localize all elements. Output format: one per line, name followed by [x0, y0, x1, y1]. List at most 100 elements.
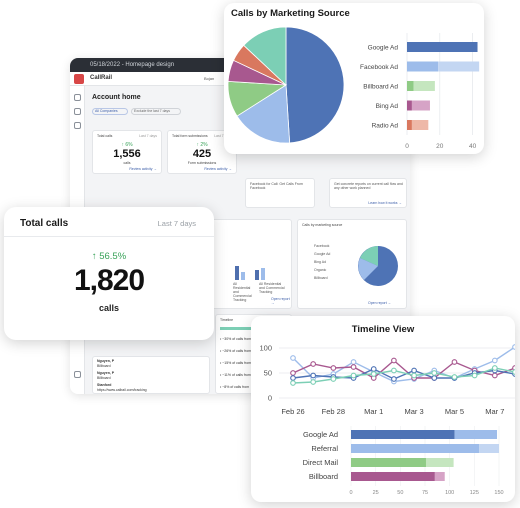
mini-card-period: Last 7 days: [214, 134, 232, 138]
category-label: Billboard Ad: [363, 84, 398, 91]
value-unit: calls: [98, 303, 120, 313]
bar-segment: [351, 458, 426, 467]
number-bar: [255, 270, 259, 280]
x-tick-label: Mar 3: [405, 407, 424, 416]
bar-segment: [434, 472, 445, 481]
bar-segment: [407, 42, 478, 52]
mini-source-panel: Calls by marketing source Facebook Googl…: [297, 219, 407, 309]
x-tick-label: Mar 1: [364, 407, 383, 416]
help-icon[interactable]: [74, 371, 81, 378]
number-label: All Residential and Commercial Tracking: [233, 282, 252, 302]
data-point: [391, 357, 397, 364]
y-tick-label: 0: [268, 394, 272, 403]
pie-slice: [236, 84, 291, 144]
data-point: [330, 365, 337, 371]
mini-total-calls-card: Total calls Last 7 days ↑ 6% 1,556 calls…: [92, 130, 162, 174]
data-point: [431, 370, 438, 376]
calls-icon[interactable]: [74, 108, 81, 115]
category-label: Billboard: [309, 472, 338, 481]
data-point: [310, 372, 317, 379]
data-point: [451, 359, 458, 365]
learn-card: Get concrete reports on current call flo…: [329, 178, 407, 208]
open-report-link[interactable]: Open report →: [271, 297, 290, 305]
data-point: [370, 371, 377, 377]
review-activity-link[interactable]: Review activity →: [129, 167, 157, 171]
chart-title: Timeline View: [351, 324, 415, 335]
logo-icon: [74, 74, 84, 84]
mini-pie-slice: [358, 258, 378, 280]
data-point: [471, 372, 478, 379]
bar-segment: [411, 120, 429, 130]
date-filter[interactable]: Exclude the last 7 days: [131, 108, 181, 115]
bar-segment: [351, 430, 455, 439]
mini-card-period: Last 7 days: [139, 134, 157, 138]
data-point: [451, 374, 458, 380]
info-text: Get concrete reports on current call flo…: [334, 182, 403, 190]
entry-name[interactable]: Nguyen, P: [97, 371, 115, 375]
legend-item: Bing Ad: [314, 260, 327, 264]
change-percent: ↑ 56.5%: [91, 251, 127, 262]
bar-segment: [407, 61, 439, 72]
company-filter[interactable]: All Companies: [92, 108, 128, 115]
panel-title: Timeline: [220, 318, 234, 322]
bar-segment: [411, 100, 430, 111]
bar-segment: [438, 61, 480, 72]
mini-card-value: 1,556: [113, 148, 141, 160]
legend-item: Organic: [314, 268, 327, 272]
data-point: [391, 367, 397, 374]
number-bar: [235, 266, 239, 280]
bar-segment: [413, 81, 435, 91]
divider: [4, 236, 214, 237]
series-line: [292, 367, 515, 384]
data-point: [512, 344, 515, 350]
data-point: [491, 372, 498, 379]
user-menu[interactable]: Bojan: [204, 76, 215, 81]
pie-slice: [243, 26, 287, 86]
review-activity-link[interactable]: Review activity →: [204, 167, 232, 171]
bar-segment: [407, 100, 412, 111]
bar-segment: [454, 430, 498, 439]
mini-pie-slice: [360, 246, 378, 266]
mini-card-value: 425: [192, 148, 212, 160]
data-point: [330, 376, 337, 382]
x-tick-label: Mar 5: [445, 407, 464, 416]
panel-title: Calls by marketing source: [302, 223, 343, 227]
data-point: [290, 355, 296, 361]
category-label: Bing Ad: [376, 103, 399, 110]
total-calls-card: Total calls Last 7 days ↑ 56.5% 1,820 ca…: [4, 207, 214, 340]
series-line: [292, 368, 515, 380]
x-tick-label: 150: [494, 490, 503, 496]
mini-card-pct: ↑ 2%: [196, 142, 208, 148]
series-line: [292, 359, 515, 379]
y-tick-label: 100: [259, 344, 272, 353]
timeline-value: • ~8% of calls from: [220, 385, 250, 389]
x-tick-label: 20: [436, 143, 444, 150]
activity-icon[interactable]: [74, 94, 81, 101]
category-label: Referral: [311, 444, 338, 453]
x-tick-label: 0: [349, 490, 352, 496]
calls-by-source-card: Calls by Marketing Source 0 20 40 Google Ad…: [224, 3, 484, 154]
x-tick-label: 50: [397, 490, 403, 496]
x-tick-label: 100: [445, 490, 454, 496]
recent-calls-panel: Nguyen, P Billboard Nguyen, P Billboard …: [92, 356, 210, 394]
y-tick-label: 50: [264, 369, 272, 378]
mini-card-pct: ↑ 6%: [121, 142, 133, 148]
data-point: [370, 366, 377, 372]
legend-item: Google Ad: [314, 252, 331, 256]
learn-more-link[interactable]: Learn how it works →: [368, 201, 402, 205]
brand-name: CallRail: [90, 75, 113, 81]
legend-item: Facebook: [314, 244, 330, 248]
category-label: Radio Ad: [372, 123, 399, 130]
entry-name[interactable]: Stanford: [97, 383, 112, 387]
settings-icon[interactable]: [74, 122, 81, 129]
timeline-view-card: Timeline View 0 50 100 Feb 26 Feb 28 Mar 1 Mar…: [251, 316, 515, 502]
entry-detail: Billboard: [97, 364, 111, 368]
period-label[interactable]: Last 7 days: [157, 219, 196, 228]
number-bar: [261, 268, 265, 280]
entry-name[interactable]: Nguyen, P: [97, 359, 115, 363]
data-point: [350, 372, 357, 379]
data-point: [431, 375, 438, 381]
x-tick-label: 125: [470, 490, 479, 496]
open-report-link[interactable]: Open report →: [368, 301, 392, 305]
